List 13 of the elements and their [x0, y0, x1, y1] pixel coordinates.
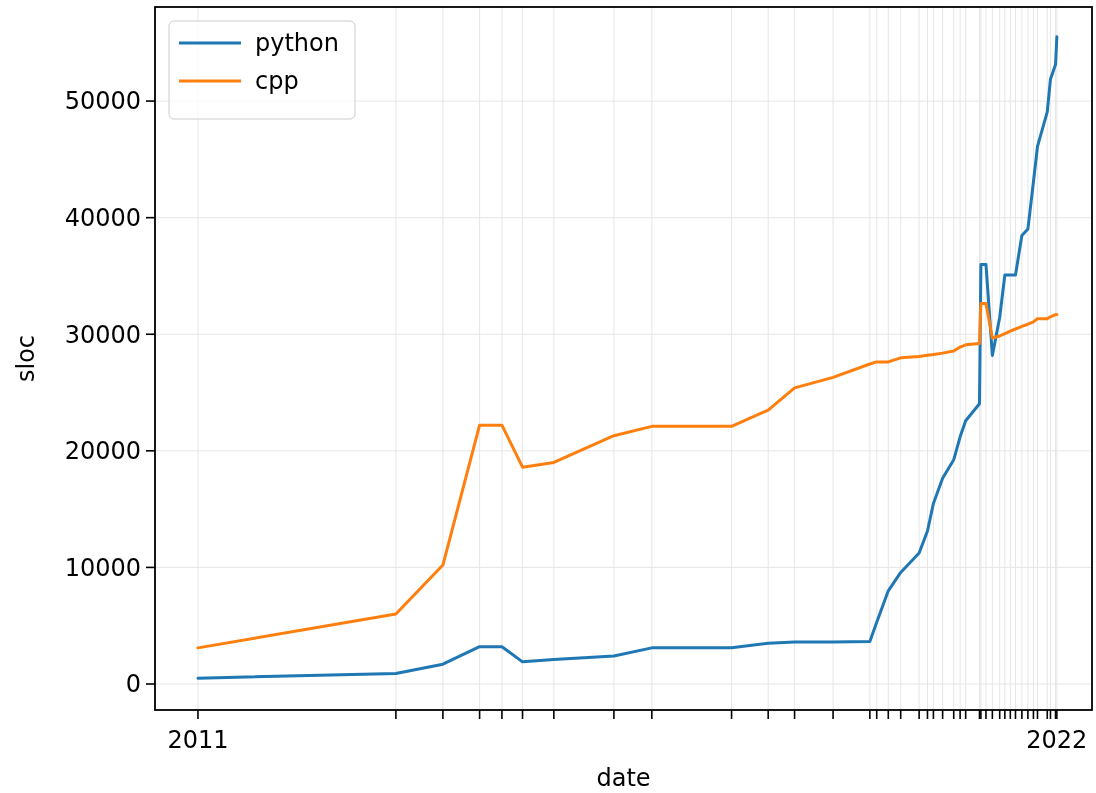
y-tick-label: 0: [125, 670, 141, 699]
y-tick-label: 20000: [64, 437, 141, 466]
y-tick-label: 50000: [64, 87, 141, 116]
y-axis-title: sloc: [12, 334, 40, 383]
legend-label: python: [255, 29, 339, 58]
x-tick-label: 2011: [167, 726, 229, 754]
y-tick-label: 10000: [64, 553, 141, 582]
line-series: [196, 301, 1059, 650]
x-axis-title: date: [596, 764, 651, 792]
y-tick-label: 40000: [64, 204, 141, 233]
x-tick-label: 2022: [1026, 726, 1088, 754]
y-tick-label: 30000: [64, 320, 141, 349]
legend-label: cpp: [255, 67, 299, 96]
